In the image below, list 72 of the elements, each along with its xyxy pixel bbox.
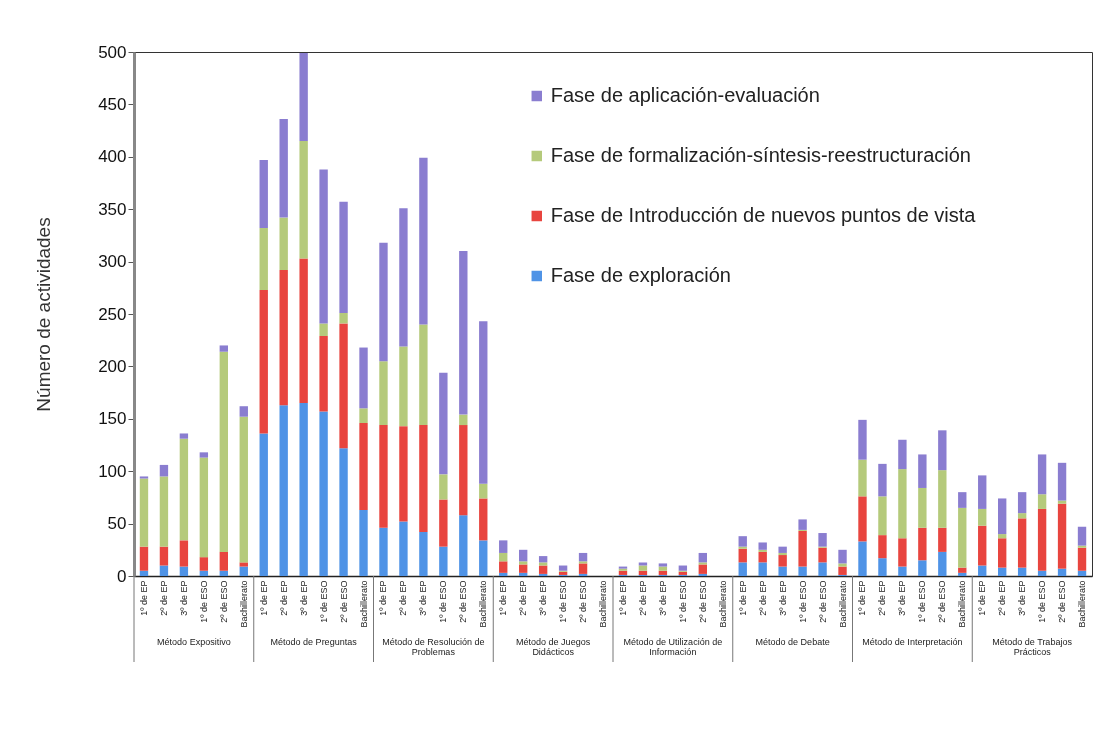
text: Método de Debate bbox=[755, 637, 830, 647]
text: Método de Preguntas bbox=[270, 637, 358, 647]
x-tick-label: Bachillerato bbox=[1077, 580, 1088, 628]
x-tick-label: Bachillerato bbox=[358, 580, 369, 628]
x-tick-label: 3º de EP bbox=[657, 580, 668, 616]
x-tick-label: 2º de EP bbox=[757, 580, 768, 616]
y-tick-label: 150 bbox=[98, 409, 127, 429]
y-tick-label: 250 bbox=[98, 304, 127, 324]
x-tick-label: 1º de ESO bbox=[198, 580, 209, 623]
y-tick-label: 200 bbox=[98, 356, 127, 376]
text: Método de Trabajos Prácticos bbox=[992, 637, 1073, 657]
x-tick-label: 1º de EP bbox=[617, 580, 628, 616]
text: Método de Resolución de Problemas bbox=[382, 637, 485, 657]
y-tick-label: 300 bbox=[98, 252, 127, 272]
y-axis-title: Número de actividades bbox=[33, 217, 55, 412]
x-tick-label: 3º de EP bbox=[1017, 580, 1028, 616]
x-tick-label: 3º de EP bbox=[178, 580, 189, 616]
x-tick-label: 1º de EP bbox=[378, 580, 389, 616]
x-tick-label: 1º de ESO bbox=[797, 580, 808, 623]
x-tick-label: Bachillerato bbox=[238, 580, 249, 628]
y-tick-label: 100 bbox=[98, 461, 127, 481]
legend-label: Fase de Introducción de nuevos puntos de vista bbox=[550, 204, 977, 226]
x-tick-label: 1º de ESO bbox=[917, 580, 928, 623]
text: Método Expositivo bbox=[157, 637, 231, 647]
text: Método de Interpretación bbox=[862, 637, 963, 647]
y-tick-label: 500 bbox=[98, 42, 127, 62]
x-tick-label: 2º de EP bbox=[158, 580, 169, 616]
x-tick-label: 2º de ESO bbox=[578, 580, 589, 623]
x-tick-label: 1º de EP bbox=[258, 580, 269, 616]
x-tick-label: 2º de ESO bbox=[1057, 580, 1068, 623]
x-tick-label: 1º de ESO bbox=[438, 580, 449, 623]
x-tick-label: 2º de ESO bbox=[937, 580, 948, 623]
x-tick-label: 2º de EP bbox=[877, 580, 888, 616]
x-tick-label: 2º de ESO bbox=[218, 580, 229, 623]
x-tick-label: 1º de ESO bbox=[558, 580, 569, 623]
x-tick-label: 2º de ESO bbox=[817, 580, 828, 623]
legend-label: Fase de exploración bbox=[550, 264, 731, 286]
x-tick-label: 1º de ESO bbox=[318, 580, 329, 623]
x-tick-label: 3º de EP bbox=[777, 580, 788, 616]
x-tick-label: Bachillerato bbox=[957, 580, 968, 628]
x-tick-label: Bachillerato bbox=[598, 580, 609, 628]
x-tick-label: 2º de ESO bbox=[458, 580, 469, 623]
y-tick-label: 350 bbox=[98, 199, 127, 219]
x-tick-label: 2º de ESO bbox=[338, 580, 349, 623]
x-tick-label: 1º de EP bbox=[737, 580, 748, 616]
y-tick-label: 50 bbox=[107, 514, 127, 534]
x-tick-label: Bachillerato bbox=[837, 580, 848, 628]
x-tick-label: 1º de EP bbox=[138, 580, 149, 616]
x-tick-label: 1º de EP bbox=[977, 580, 988, 616]
x-tick-label: 2º de EP bbox=[278, 580, 289, 616]
text: Método de Utilización de Información bbox=[623, 637, 723, 657]
x-tick-label: 2º de EP bbox=[398, 580, 409, 616]
legend-label: Fase de formalización-síntesis-reestructuración bbox=[550, 144, 971, 166]
x-tick-label: 1º de EP bbox=[498, 580, 509, 616]
x-tick-label: 3º de EP bbox=[538, 580, 549, 616]
x-tick-label: 1º de ESO bbox=[1037, 580, 1048, 623]
x-tick-label: Bachillerato bbox=[478, 580, 489, 628]
y-tick-label: 400 bbox=[98, 147, 127, 167]
x-tick-label: 2º de ESO bbox=[697, 580, 708, 623]
x-tick-label: Bachillerato bbox=[717, 580, 728, 628]
x-tick-label: 3º de EP bbox=[418, 580, 429, 616]
x-tick-label: 3º de EP bbox=[298, 580, 309, 616]
x-tick-label: 2º de EP bbox=[637, 580, 648, 616]
x-tick-label: 2º de EP bbox=[518, 580, 529, 616]
text: Método de Juegos Didácticos bbox=[516, 637, 591, 657]
x-tick-label: 1º de ESO bbox=[677, 580, 688, 623]
y-tick-label: 450 bbox=[98, 94, 127, 114]
y-tick-label: 0 bbox=[117, 566, 127, 586]
x-tick-label: 3º de EP bbox=[897, 580, 908, 616]
x-tick-label: 1º de EP bbox=[857, 580, 868, 616]
legend-label: Fase de aplicación-evaluación bbox=[550, 84, 820, 106]
x-tick-label: 2º de EP bbox=[997, 580, 1008, 616]
